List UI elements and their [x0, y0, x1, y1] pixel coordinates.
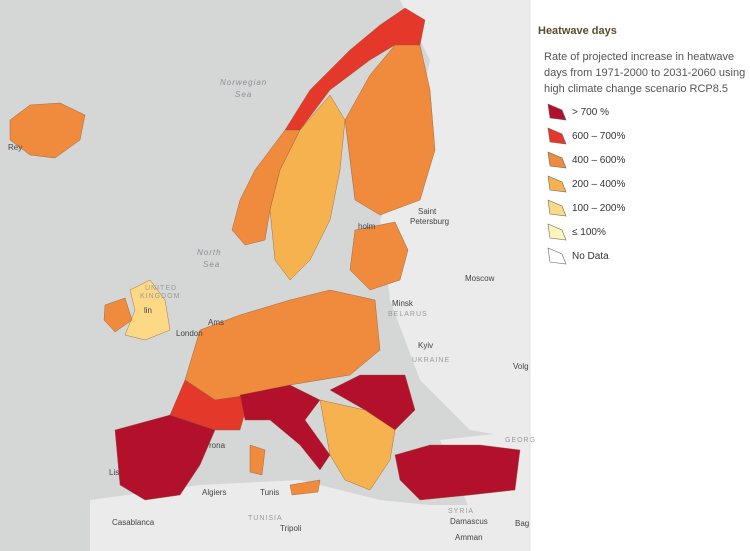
sea-label: Sea — [235, 90, 252, 99]
city-label: Bag — [515, 519, 529, 528]
sea-label: Norwegian — [220, 78, 267, 87]
legend-swatch — [547, 103, 567, 121]
city-label: lin — [144, 306, 152, 315]
city-label: Minsk — [392, 299, 414, 308]
legend-swatch — [547, 151, 567, 169]
map-labels: Norwegian Sea North Sea UNITED KINGDOM B… — [8, 78, 536, 542]
city-label: Kyiv — [418, 341, 433, 350]
city-label: Saint — [418, 207, 437, 216]
legend-label: ≤ 100% — [572, 227, 606, 238]
city-label: Moscow — [465, 274, 495, 283]
city-label: Algiers — [202, 488, 226, 497]
legend-title: Heatwave days — [538, 25, 617, 37]
legend-label: 600 – 700% — [572, 131, 625, 142]
city-label: Amman — [455, 533, 483, 542]
city-label: Rey — [8, 143, 22, 152]
city-label: Tunis — [260, 488, 279, 497]
country-label: KINGDOM — [140, 293, 180, 300]
legend-description: Rate of projected increase in heatwave — [544, 51, 734, 63]
legend-label: 100 – 200% — [572, 203, 625, 214]
legend-label: > 700 % — [572, 107, 609, 118]
legend: Rate of projected increase in heatwave da… — [544, 51, 745, 265]
legend-swatch — [547, 199, 567, 217]
sea-label: Sea — [203, 260, 220, 269]
city-label: London — [176, 329, 203, 338]
legend-description: days from 1971-2000 to 2031-2060 using — [544, 67, 745, 79]
legend-label: 400 – 600% — [572, 155, 625, 166]
country-label: BELARUS — [388, 311, 428, 318]
sea-label: North — [197, 248, 222, 257]
city-label: Casablanca — [112, 518, 155, 527]
city-label: Volg — [513, 362, 529, 371]
legend-swatch — [547, 127, 567, 145]
legend-description: high climate change scenario RCP8.5 — [544, 83, 728, 95]
legend-label: 200 – 400% — [572, 179, 625, 190]
legend-swatch — [547, 247, 567, 265]
legend-label: No Data — [572, 251, 609, 262]
city-label: rona — [209, 441, 226, 450]
regions — [9, 7, 521, 501]
country-label: UKRAINE — [412, 357, 450, 364]
city-label: holm — [358, 222, 376, 231]
country-label: SYRIA — [448, 508, 474, 515]
city-label: Ams — [208, 318, 224, 327]
country-label: GEORG — [505, 437, 536, 444]
legend-swatch — [547, 223, 567, 241]
city-label: Petersburg — [410, 217, 449, 226]
country-label: UNITED — [145, 285, 177, 292]
city-label: Lis — [109, 468, 119, 477]
city-label: Tripoli — [280, 524, 302, 533]
legend-swatch — [547, 175, 567, 193]
city-label: Damascus — [450, 517, 488, 526]
country-label: TUNISIA — [248, 515, 283, 522]
